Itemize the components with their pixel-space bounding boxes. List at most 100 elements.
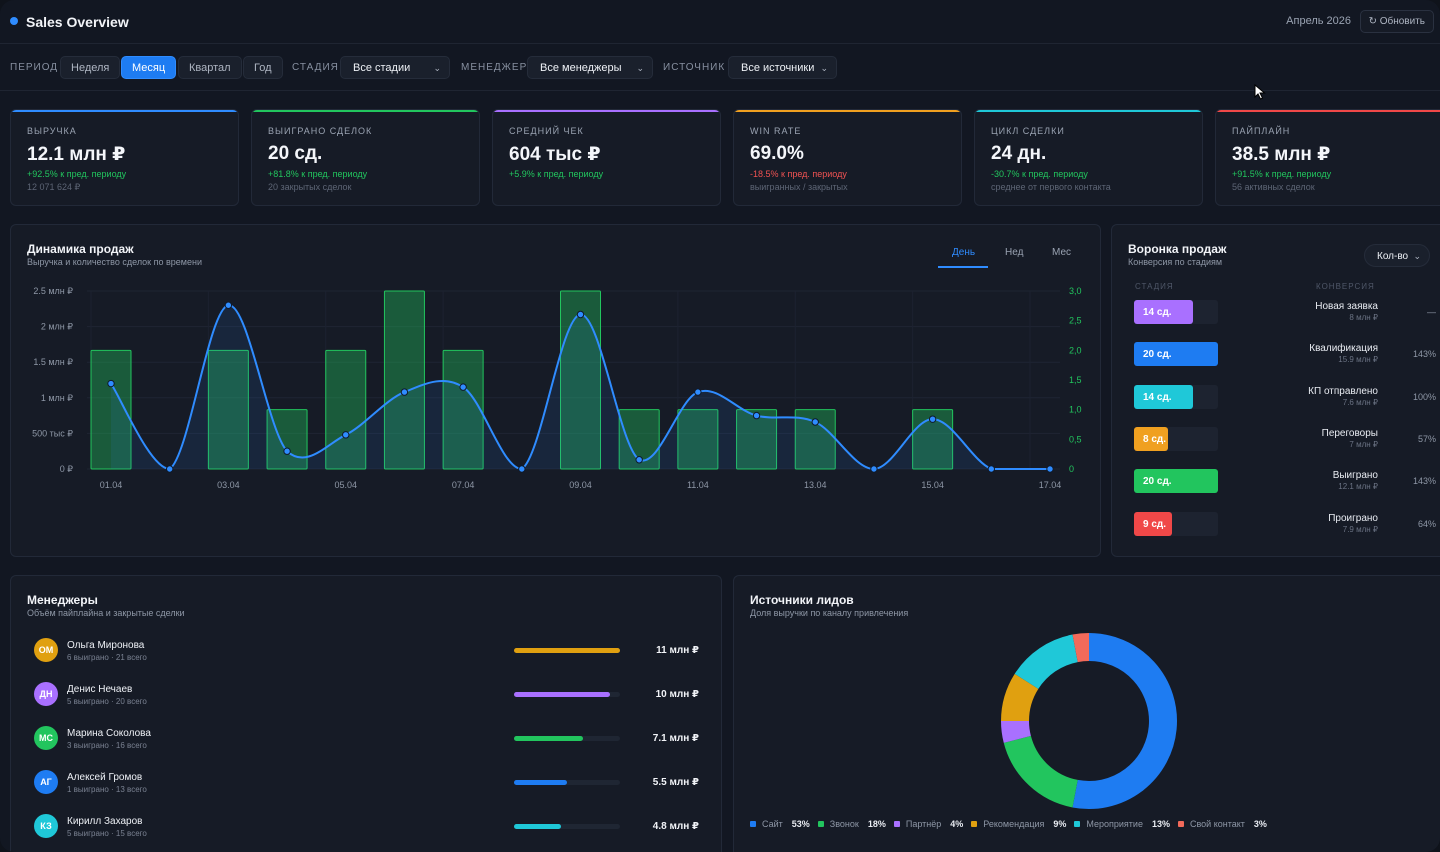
legend-item: Мероприятие 13% xyxy=(1074,819,1170,829)
stage-select[interactable]: Все стадии ⌄ xyxy=(340,56,450,79)
kpi-card-deal-cycle: ЦИКЛ СДЕЛКИ 24 дн. -30.7% к пред. период… xyxy=(974,109,1203,206)
manager-bar-track xyxy=(514,692,620,697)
funnel-count: 9 сд. xyxy=(1143,518,1167,530)
manager-stats: 5 выиграно · 20 всего xyxy=(67,697,147,706)
line-point xyxy=(987,465,996,473)
kpi-card-revenue: ВЫРУЧКА 12.1 млн ₽ +92.5% к пред. период… xyxy=(10,109,239,206)
donut-segment xyxy=(1072,633,1177,809)
manager-value: 5.5 млн ₽ xyxy=(652,777,699,788)
kpi-delta: -30.7% к пред. периоду xyxy=(991,169,1088,179)
kpi-label: СРЕДНИЙ ЧЕК xyxy=(509,126,584,136)
manager-value: 4.8 млн ₽ xyxy=(652,821,699,832)
refresh-button[interactable]: ↻ Обновить xyxy=(1359,10,1434,33)
bar xyxy=(736,409,778,470)
tab-week[interactable]: Нед xyxy=(1005,247,1024,258)
lead-sources-title: Источники лидов xyxy=(750,593,854,607)
legend-swatch xyxy=(1177,821,1184,827)
funnel-count: 20 сд. xyxy=(1143,476,1172,488)
legend-label: Рекомендация xyxy=(983,819,1045,829)
period-option-quarter[interactable]: Квартал xyxy=(178,56,242,79)
funnel-mode-value: Кол-во xyxy=(1377,251,1409,262)
legend-item: Звонок 18% xyxy=(817,819,886,829)
kpi-value: 20 сд. xyxy=(268,143,323,164)
kpi-accent-bar xyxy=(493,110,720,112)
funnel-bar-track: 20 сд. xyxy=(1134,469,1218,494)
funnel-stage-name: Новая заявка xyxy=(1315,301,1378,312)
kpi-card-win-rate: WIN RATE 69.0% -18.5% к пред. периоду вы… xyxy=(733,109,962,206)
manager-stats: 3 выиграно · 16 всего xyxy=(67,741,147,750)
legend-label: Звонок xyxy=(829,819,859,829)
funnel-stage-amount: 7.6 млн ₽ xyxy=(1342,397,1378,407)
period-option-week[interactable]: Неделя xyxy=(60,56,121,79)
donut-segment xyxy=(1072,633,1090,663)
tab-day[interactable]: День xyxy=(952,247,976,258)
manager-bar-fill xyxy=(514,736,583,741)
funnel-stage-amount: 7.9 млн ₽ xyxy=(1342,524,1378,534)
stage-select-value: Все стадии xyxy=(353,62,411,74)
manager-value: 7.1 млн ₽ xyxy=(652,733,699,744)
funnel-stage-conversion: 143% xyxy=(1412,476,1436,487)
kpi-accent-bar xyxy=(252,110,479,112)
legend-label: Партнёр xyxy=(905,819,942,829)
funnel-stage-name: Переговоры xyxy=(1321,427,1378,439)
manager-bar-fill xyxy=(514,648,620,653)
kpi-accent-bar xyxy=(975,110,1202,112)
manager-bar-track xyxy=(514,648,620,653)
kpi-sub: 56 активных сделок xyxy=(1232,182,1315,192)
funnel-stage-amount: 8 млн ₽ xyxy=(1349,313,1378,322)
brand-dot-icon xyxy=(10,17,18,25)
y-right-tick-label: 0,5 xyxy=(1069,434,1082,444)
manager-bar-track xyxy=(514,736,620,741)
avatar: КЗ xyxy=(34,814,58,838)
line-point xyxy=(576,310,585,319)
period-option-month[interactable]: Месяц xyxy=(121,56,177,79)
avatar: МС xyxy=(34,726,58,750)
managers-panel: Менеджеры Объём пайплайна и закрытые сде… xyxy=(10,575,722,852)
legend-swatch xyxy=(1074,821,1081,827)
funnel-mode-select[interactable]: Кол-во ⌄ xyxy=(1364,244,1430,267)
legend-percent: 53% xyxy=(791,819,810,829)
y-left-tick-label: 1.5 млн ₽ xyxy=(33,357,73,367)
line-point xyxy=(928,415,937,423)
kpi-delta: +91.5% к пред. периоду xyxy=(1232,169,1332,179)
funnel-stage-name: КП отправлено xyxy=(1308,385,1378,397)
bar xyxy=(90,349,132,470)
x-tick-label: 15.04 xyxy=(921,480,944,490)
manager-name: Денис Нечаев xyxy=(67,684,133,695)
line-point xyxy=(518,465,526,473)
funnel-stage-name: Выиграно xyxy=(1332,470,1378,482)
kpi-sub: 12 071 624 ₽ xyxy=(27,182,81,192)
line-point xyxy=(107,379,115,388)
bar xyxy=(325,349,367,470)
lead-sources-subtitle: Доля выручки по каналу привлечения xyxy=(750,608,909,618)
x-tick-label: 05.04 xyxy=(334,480,357,490)
chevron-down-icon: ⌄ xyxy=(433,63,441,73)
stage-filter-label: СТАДИЯ xyxy=(292,62,339,73)
manager-select[interactable]: Все менеджеры ⌄ xyxy=(527,56,653,79)
legend-percent: 4% xyxy=(950,819,964,829)
funnel-title: Воронка продаж xyxy=(1128,242,1227,256)
funnel-bar-fill: 14 сд. xyxy=(1134,300,1193,324)
funnel-bar-track: 9 сд. xyxy=(1134,511,1218,536)
sales-chart-title: Динамика продаж xyxy=(27,242,134,256)
funnel-stage-conversion: 64% xyxy=(1417,518,1436,529)
source-select[interactable]: Все источники ⌄ xyxy=(728,56,837,79)
sales-chart: 0 ₽ 500 тыс ₽ 1 млн ₽ 1.5 млн ₽ 2 млн ₽ 2.5 м… xyxy=(32,286,1082,490)
y-left-tick-label: 500 тыс ₽ xyxy=(32,428,73,438)
funnel-bar-track: 20 сд. xyxy=(1134,342,1218,367)
kpi-delta: +81.8% к пред. периоду xyxy=(268,169,368,179)
funnel-panel: Воронка продаж Конверсия по стадиям Кол-… xyxy=(1111,224,1440,557)
funnel-bar-fill: 20 сд. xyxy=(1134,342,1218,367)
avatar: АГ xyxy=(34,770,58,794)
manager-bar-fill xyxy=(514,824,561,829)
period-option-year[interactable]: Год xyxy=(243,56,283,79)
manager-bar-track xyxy=(514,824,620,829)
funnel-bar-fill: 14 сд. xyxy=(1134,384,1193,409)
y-left-tick-label: 2 млн ₽ xyxy=(41,322,73,332)
tab-month[interactable]: Мес xyxy=(1052,247,1072,258)
kpi-sub: выигранных / закрытых xyxy=(750,182,848,192)
bar xyxy=(207,349,249,470)
y-right-tick-label: 1,5 xyxy=(1069,375,1082,385)
legend-label: Сайт xyxy=(762,819,783,829)
bar xyxy=(618,409,660,470)
